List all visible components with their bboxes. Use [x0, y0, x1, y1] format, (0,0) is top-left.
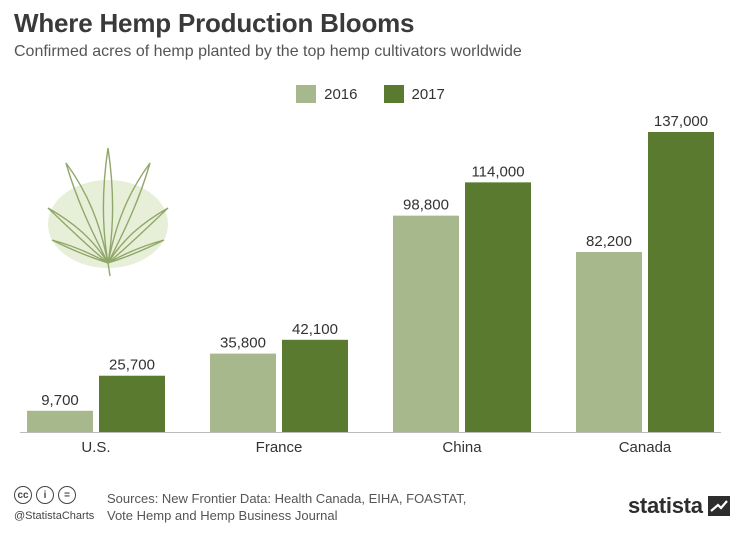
data-label-u-s-2017: 25,700 [109, 357, 155, 374]
legend-item-2017: 2017 [383, 85, 445, 103]
source-line-1: Sources: New Frontier Data: Health Canad… [107, 491, 467, 506]
x-tick-label-u-s: U.S. [81, 439, 110, 456]
legend: 2016 2017 [0, 85, 741, 103]
data-label-france-2016: 35,800 [220, 335, 266, 352]
bar-u-s-2017 [99, 375, 165, 432]
legend-item-2016: 2016 [296, 85, 358, 103]
chart-title: Where Hemp Production Blooms [14, 8, 415, 38]
brand-name: statista [628, 493, 703, 518]
data-label-canada-2016: 82,200 [586, 233, 632, 250]
legend-swatch-2016 [296, 85, 317, 103]
data-label-u-s-2016: 9,700 [41, 392, 79, 409]
x-tick-label-canada: Canada [619, 439, 672, 456]
data-label-china-2016: 98,800 [403, 197, 449, 214]
data-label-china-2017: 114,000 [471, 163, 524, 180]
data-label-canada-2017: 137,000 [654, 113, 708, 130]
bar-france-2016 [210, 353, 276, 432]
data-label-france-2017: 42,100 [292, 321, 338, 338]
bar-canada-2017 [648, 132, 714, 432]
bar-france-2017 [282, 339, 348, 432]
x-tick-label-france: France [256, 439, 303, 456]
legend-label-2016: 2016 [324, 85, 358, 103]
legend-swatch-2017 [383, 85, 404, 103]
chart-subtitle: Confirmed acres of hemp planted by the t… [14, 43, 522, 60]
legend-label-2017: 2017 [411, 85, 445, 103]
no-derivatives-icon: = [58, 486, 76, 504]
statista-logo[interactable]: statista [628, 493, 730, 519]
cc-icon: cc [14, 486, 32, 504]
statista-mark-icon [707, 496, 730, 516]
bar-canada-2016 [576, 252, 642, 432]
attribution-icon: i [36, 486, 54, 504]
twitter-handle: @StatistaCharts [14, 510, 95, 522]
source-line-2: Vote Hemp and Hemp Business Journal [107, 508, 338, 523]
bar-china-2017 [465, 182, 531, 432]
bar-china-2016 [393, 215, 459, 432]
hemp-leaf-icon [47, 147, 169, 277]
source-note: Sources: New Frontier Data: Health Canad… [107, 490, 527, 524]
bar-u-s-2016 [27, 410, 93, 432]
x-tick-label-china: China [442, 439, 482, 456]
license-icons: cc i = [14, 486, 76, 504]
